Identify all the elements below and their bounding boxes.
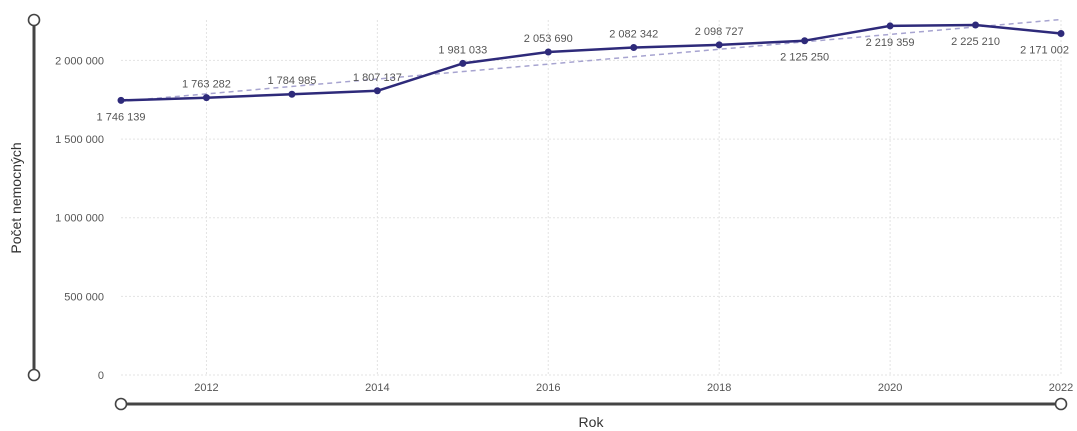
- data-point: [1057, 30, 1065, 38]
- x-tick-label: 2016: [536, 382, 560, 394]
- data-point: [801, 37, 809, 45]
- y-range-slider-bottom-handle[interactable]: [27, 368, 41, 382]
- series-line: [120, 23, 1062, 102]
- x-range-slider-right-handle[interactable]: [1054, 397, 1068, 411]
- data-label: 2 053 690: [524, 33, 573, 45]
- data-point: [117, 96, 125, 104]
- data-label: 2 125 250: [780, 52, 829, 64]
- data-point: [373, 87, 381, 95]
- data-point: [459, 59, 467, 67]
- trendline-layer: [120, 18, 1062, 103]
- data-label: 2 082 342: [609, 28, 658, 40]
- x-axis-title: Rok: [579, 414, 605, 430]
- y-range-slider[interactable]: [27, 13, 41, 382]
- y-tick-label: 0: [98, 370, 104, 382]
- grid: [121, 20, 1062, 376]
- y-tick-label: 2 000 000: [55, 55, 104, 67]
- y-range-slider-top-handle[interactable]: [27, 13, 41, 27]
- x-range-slider[interactable]: [114, 397, 1068, 411]
- trendline: [120, 18, 1062, 103]
- y-axis-ticks: 0 500 000 1 000 000 1 500 000 2 000 000: [55, 55, 104, 382]
- data-label: 2 171 002: [1020, 45, 1069, 57]
- data-label: 1 981 033: [438, 44, 487, 56]
- data-point: [544, 48, 552, 56]
- x-tick-label: 2022: [1049, 382, 1073, 394]
- data-label: 1 746 139: [97, 111, 146, 123]
- data-label: 2 098 727: [695, 26, 744, 38]
- y-tick-label: 1 000 000: [55, 213, 104, 225]
- data-point: [288, 90, 296, 98]
- data-label: 1 784 985: [267, 75, 316, 87]
- x-range-slider-left-handle[interactable]: [114, 397, 128, 411]
- data-point: [202, 94, 210, 102]
- data-label: 2 225 210: [951, 36, 1000, 48]
- data-point: [715, 41, 723, 49]
- series-layer: [117, 21, 1065, 104]
- y-tick-label: 1 500 000: [55, 134, 104, 146]
- data-label: 2 219 359: [866, 37, 915, 49]
- y-axis-title: Počet nemocných: [8, 142, 24, 253]
- x-tick-label: 2012: [194, 382, 218, 394]
- x-tick-label: 2018: [707, 382, 731, 394]
- data-point: [972, 21, 980, 29]
- x-axis-ticks: 2012 2014 2016 2018 2020 2022: [194, 382, 1073, 394]
- data-labels: 1 746 139 1 763 282 1 784 985 1 807 137 1 98…: [97, 26, 1069, 123]
- x-tick-label: 2014: [365, 382, 389, 394]
- data-label: 1 807 137: [353, 72, 402, 84]
- data-point: [630, 43, 638, 51]
- data-label: 1 763 282: [182, 79, 231, 91]
- x-tick-label: 2020: [878, 382, 902, 394]
- y-tick-label: 500 000: [64, 291, 104, 303]
- data-point: [886, 22, 894, 30]
